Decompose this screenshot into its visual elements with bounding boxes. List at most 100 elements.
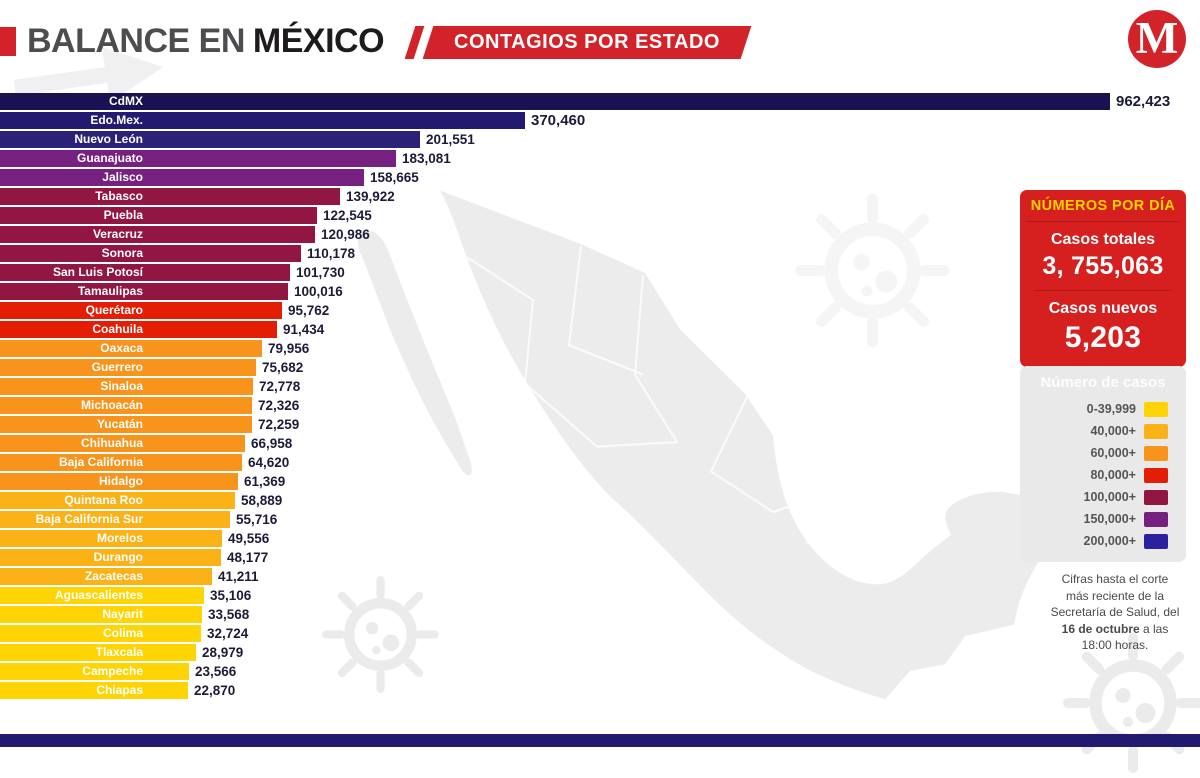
state-bar: Jalisco [0, 169, 364, 186]
total-cases-label: Casos totales [1050, 231, 1156, 248]
legend-range-label: 40,000+ [1090, 424, 1136, 438]
state-name: Colima [102, 626, 143, 640]
legend-color-swatch [1144, 401, 1168, 417]
state-bar: Guanajuato [0, 150, 396, 167]
state-cases: 962,423 [1116, 93, 1171, 110]
state-cases: 55,716 [236, 512, 278, 527]
daily-numbers-panel: NÚMEROS POR DÍA Casos totales 3, 755,063… [1020, 190, 1186, 367]
page-title: BALANCE EN MÉXICO [27, 22, 385, 61]
slash-decoration [404, 26, 425, 59]
state-name: Veracruz [92, 227, 143, 241]
legend-range-label: 80,000+ [1090, 468, 1136, 482]
bar-row: Baja California Sur 55,716 [0, 511, 1170, 528]
state-bar: Tabasco [0, 188, 340, 205]
bar-row: Querétaro 95,762 [0, 302, 1170, 319]
state-cases: 139,922 [346, 189, 395, 204]
bar-row: Puebla 122,545 [0, 207, 1170, 224]
bar-row: Jalisco 158,665 [0, 169, 1170, 186]
header: BALANCE EN MÉXICO CONTAGIOS POR ESTADO M … [0, 0, 1200, 92]
state-bar: Sinaloa [0, 378, 253, 395]
legend-color-swatch [1144, 445, 1168, 461]
state-cases: 58,889 [241, 493, 283, 508]
state-name: Baja California [58, 455, 143, 469]
state-name: Tamaulipas [77, 284, 143, 298]
bar-chart: CdMX 962,423 Edo.Mex. 370,460 Nuevo León 201,… [0, 93, 1170, 701]
legend-color-swatch [1144, 511, 1168, 527]
state-cases: 72,326 [258, 398, 300, 413]
logo-letter: M [1135, 13, 1179, 63]
state-cases: 32,724 [207, 626, 249, 641]
legend-color-swatch [1144, 467, 1168, 483]
state-name: Yucatán [96, 417, 143, 431]
state-bar: Puebla [0, 207, 317, 224]
bar-row: Morelos 49,556 [0, 530, 1170, 547]
state-name: Oaxaca [100, 341, 143, 355]
bar-row: CdMX 962,423 [0, 93, 1170, 110]
state-cases: 28,979 [202, 645, 244, 660]
state-cases: 370,460 [531, 112, 586, 129]
bar-row: Guerrero 75,682 [0, 359, 1170, 376]
state-bar: Quintana Roo [0, 492, 235, 509]
legend-range-label: 100,000+ [1083, 490, 1136, 504]
legend-range-label: 60,000+ [1090, 446, 1136, 460]
state-name: Zacatecas [84, 569, 143, 583]
legend-item: 80,000+ [1020, 464, 1186, 486]
state-bar: Aguascalientes [0, 587, 204, 604]
legend-panel: Número de casos 0-39,999 40,000+ 60,000+ 80… [1020, 366, 1186, 562]
bar-row: Yucatán 72,259 [0, 416, 1170, 433]
state-cases: 64,620 [248, 455, 290, 470]
note-date: 16 de octubre [1061, 621, 1140, 636]
bar-row: Colima 32,724 [0, 625, 1170, 642]
state-name: Jalisco [102, 170, 143, 184]
bar-row: Baja California 64,620 [0, 454, 1170, 471]
state-bar: Guerrero [0, 359, 256, 376]
state-name: Nuevo León [74, 132, 143, 146]
bar-row: Tlaxcala 28,979 [0, 644, 1170, 661]
state-cases: 95,762 [288, 303, 330, 318]
bar-row: Oaxaca 79,956 [0, 340, 1170, 357]
bar-row: Nuevo León 201,551 [0, 131, 1170, 148]
state-bar: Colima [0, 625, 201, 642]
state-name: Quintana Roo [64, 493, 143, 507]
banner-background: CONTAGIOS POR ESTADO [422, 26, 752, 59]
state-cases: 61,369 [244, 474, 286, 489]
state-cases: 158,665 [370, 170, 419, 185]
state-bar: Sonora [0, 245, 301, 262]
state-cases: 35,106 [210, 588, 252, 603]
legend-item: 200,000+ [1020, 530, 1186, 552]
state-cases: 101,730 [296, 265, 345, 280]
state-name: Aguascalientes [54, 588, 143, 602]
bar-row: Michoacán 72,326 [0, 397, 1170, 414]
bar-row: Hidalgo 61,369 [0, 473, 1170, 490]
state-bar: Chihuahua [0, 435, 245, 452]
state-name: Morelos [96, 531, 143, 545]
panel-divider [1034, 290, 1172, 291]
legend-range-label: 150,000+ [1083, 512, 1136, 526]
state-bar: Michoacán [0, 397, 252, 414]
legend-item: 150,000+ [1020, 508, 1186, 530]
state-cases: 49,556 [228, 531, 270, 546]
title-emphasis: MÉXICO [252, 22, 385, 60]
state-cases: 122,545 [323, 208, 372, 223]
state-name: Chiapas [96, 683, 143, 697]
state-bar: Nuevo León [0, 131, 420, 148]
bar-row: Chiapas 22,870 [0, 682, 1170, 699]
bar-row: Veracruz 120,986 [0, 226, 1170, 243]
state-bar: Campeche [0, 663, 189, 680]
legend-range-label: 0-39,999 [1086, 402, 1136, 416]
state-bar: Nayarit [0, 606, 202, 623]
legend-item: 0-39,999 [1020, 398, 1186, 420]
legend-item: 100,000+ [1020, 486, 1186, 508]
state-cases: 120,986 [321, 227, 370, 242]
bar-row: Guanajuato 183,081 [0, 150, 1170, 167]
state-name: Sinaloa [100, 379, 143, 393]
state-name: Guanajuato [76, 151, 143, 165]
state-name: Querétaro [85, 303, 143, 317]
bar-row: Chihuahua 66,958 [0, 435, 1170, 452]
state-cases: 72,259 [258, 417, 300, 432]
bar-row: Zacatecas 41,211 [0, 568, 1170, 585]
note-prefix: Cifras hasta el corte más reciente de la… [1050, 572, 1180, 619]
bar-row: Coahuila 91,434 [0, 321, 1170, 338]
state-bar: Tlaxcala [0, 644, 196, 661]
state-cases: 79,956 [268, 341, 310, 356]
